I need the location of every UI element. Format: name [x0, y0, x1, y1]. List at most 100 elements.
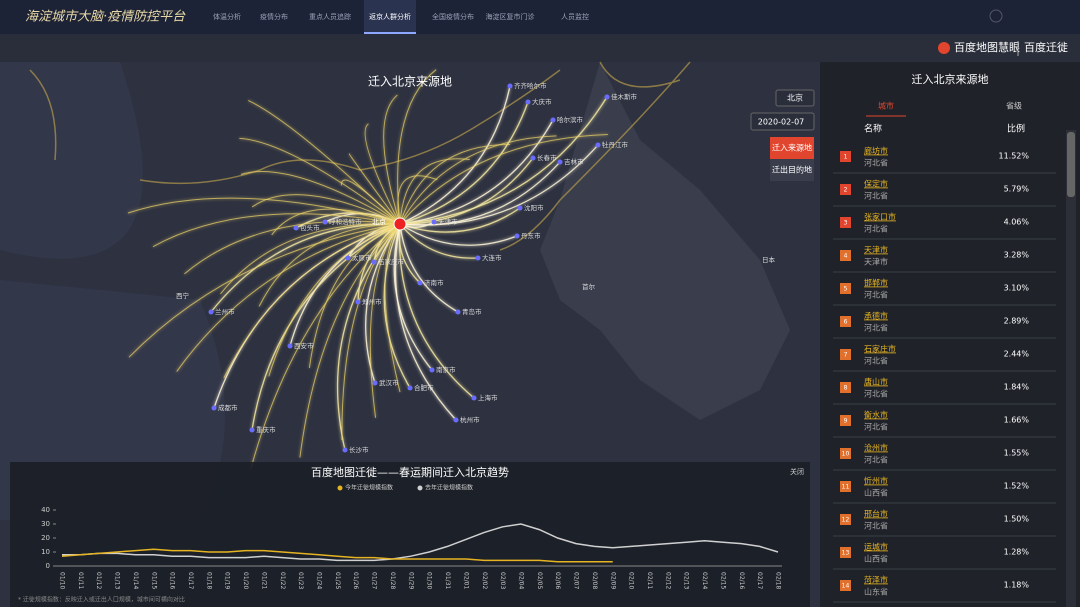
city-name[interactable]: 唐山市 — [864, 377, 888, 387]
city-select[interactable] — [775, 89, 815, 107]
province: 河北省 — [864, 389, 888, 399]
ratio: 11.52% — [998, 152, 1029, 161]
mode-button[interactable] — [770, 159, 814, 181]
land — [0, 62, 225, 520]
scroll-thumb[interactable] — [1067, 132, 1075, 197]
x-tick-label: 01/30 — [426, 572, 433, 589]
legend-label[interactable]: 今年迁徙规模指数 — [345, 484, 393, 492]
province: 山西省 — [864, 554, 888, 564]
city-dot — [293, 225, 299, 231]
city-name[interactable]: 石家庄市 — [864, 344, 896, 354]
migration-arc — [397, 175, 438, 225]
mode-button[interactable] — [770, 137, 814, 159]
nav-tab[interactable]: 重点人员追踪 — [309, 12, 351, 21]
rank: 4 — [844, 253, 848, 260]
map-label: 呼和浩特市 — [329, 217, 362, 226]
panel-title: 迁入北京来源地 — [912, 72, 989, 86]
nav-tab[interactable]: 全国疫情分布 — [432, 12, 474, 21]
city-name[interactable]: 邯郸市 — [864, 278, 888, 288]
city-name[interactable]: 廊坊市 — [864, 146, 888, 156]
scrollbar[interactable] — [1066, 130, 1076, 607]
city-dot — [595, 142, 601, 148]
nav-tab[interactable]: 返京人群分析 — [369, 12, 411, 21]
y-tick-label: 0 — [46, 562, 50, 570]
brand-logo — [938, 42, 950, 54]
map-label: 武汉市 — [379, 378, 399, 387]
migration-arc — [295, 212, 401, 229]
nav-tab[interactable]: 体温分析 — [213, 12, 241, 21]
nav-tab[interactable]: 海淀区复市门诊 — [486, 12, 535, 21]
migration-arc — [176, 223, 401, 372]
map-label: 天津市 — [438, 217, 458, 226]
province: 山东省 — [864, 587, 888, 597]
x-tick-label: 01/15 — [150, 572, 157, 589]
map-label: 兰州市 — [215, 307, 235, 316]
nav-tab[interactable]: 疫情分布 — [260, 12, 288, 21]
migration-arc — [299, 223, 401, 458]
city-dot — [211, 405, 217, 411]
panel-tab[interactable]: 城市 — [878, 101, 894, 111]
nav-tab[interactable]: 人员监控 — [561, 12, 589, 21]
rank-badge — [840, 316, 851, 327]
map-label: 济南市 — [424, 278, 444, 287]
migration-arc — [399, 158, 470, 225]
rank: 10 — [842, 451, 850, 458]
x-tick-label: 01/25 — [334, 572, 341, 589]
map-label: 西安市 — [294, 341, 314, 350]
migration-arc — [398, 223, 475, 399]
city-dot — [345, 255, 351, 261]
migration-arc — [152, 213, 401, 248]
city-dot — [407, 385, 413, 391]
city-dot — [431, 219, 437, 225]
rank-badge — [840, 481, 851, 492]
city-name[interactable]: 承德市 — [864, 311, 888, 321]
migration-arc — [341, 223, 401, 441]
x-tick-label: 02/14 — [701, 572, 708, 589]
column-header: 比例 — [1007, 123, 1025, 135]
city-dot — [429, 367, 435, 373]
city-name[interactable]: 菏泽市 — [864, 575, 888, 585]
city-name[interactable]: 沧州市 — [864, 443, 888, 453]
map-label: 大连市 — [482, 253, 502, 262]
x-tick-label: 01/18 — [205, 572, 212, 589]
x-tick-label: 02/05 — [536, 572, 543, 589]
city-dot — [355, 299, 361, 305]
rank: 7 — [844, 352, 848, 359]
rank: 6 — [844, 319, 848, 326]
map-label: 杭州市 — [460, 415, 480, 424]
ratio: 3.28% — [1004, 251, 1030, 260]
map-label: 上海市 — [478, 393, 498, 402]
y-tick-label: 40 — [41, 506, 50, 514]
city-name[interactable]: 保定市 — [864, 179, 888, 189]
city-name[interactable]: 天津市 — [864, 245, 888, 255]
panel-tab[interactable]: 省级 — [1006, 101, 1022, 111]
migration-arc — [399, 144, 510, 225]
map-label: 沈阳市 — [524, 203, 544, 212]
rank-badge — [840, 250, 851, 261]
migration-arc — [399, 96, 608, 225]
province: 河北省 — [864, 224, 888, 234]
city-name[interactable]: 张家口市 — [864, 212, 896, 222]
x-tick-label: 02/06 — [554, 572, 561, 589]
ratio: 3.10% — [1004, 284, 1030, 293]
date-select[interactable] — [750, 112, 815, 131]
city-dot — [517, 205, 523, 211]
rank-badge — [840, 547, 851, 558]
migration-arc — [271, 208, 401, 236]
legend-label[interactable]: 去年迁徙规模指数 — [425, 484, 473, 492]
city-name[interactable]: 衡水市 — [864, 410, 888, 420]
city-dot — [514, 233, 520, 239]
city-name[interactable]: 忻州市 — [864, 476, 888, 486]
ratio: 1.84% — [1004, 383, 1030, 392]
province: 天津市 — [864, 257, 888, 267]
migration-arc — [348, 153, 401, 225]
city-name[interactable]: 运城市 — [864, 542, 888, 552]
close-button[interactable]: 关闭 — [790, 467, 804, 476]
rank-badge — [840, 415, 851, 426]
city-dot — [417, 280, 423, 286]
city-name[interactable]: 邢台市 — [864, 509, 888, 519]
legend-swatch — [337, 485, 343, 491]
rank: 2 — [844, 187, 848, 194]
province: 河北省 — [864, 158, 888, 168]
rank: 12 — [842, 517, 850, 524]
